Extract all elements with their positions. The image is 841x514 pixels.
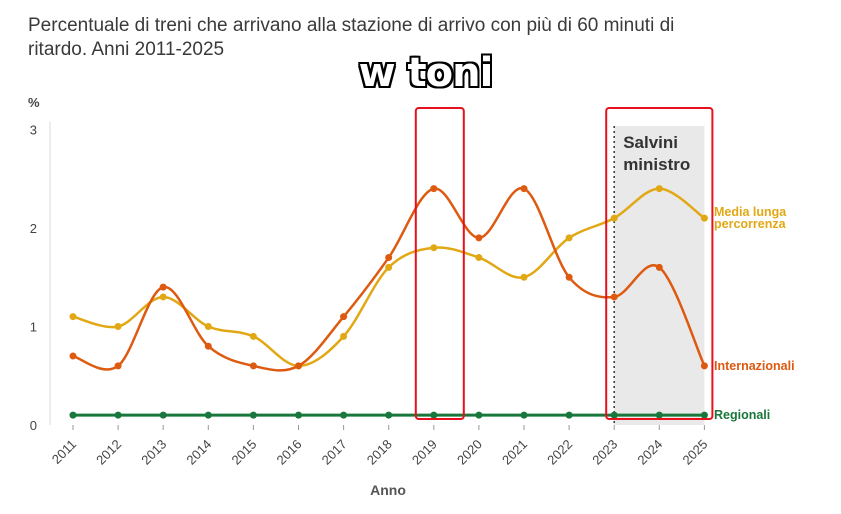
x-axis-title: Anno bbox=[370, 482, 406, 498]
data-point-regionali bbox=[520, 411, 528, 419]
x-tick-label: 2011 bbox=[49, 437, 79, 467]
highlight-box-2019 bbox=[414, 107, 465, 420]
x-tick-label: 2023 bbox=[589, 437, 620, 468]
meme-caption: w toni bbox=[358, 50, 494, 96]
series-label-regionali: Regionali bbox=[714, 408, 770, 422]
x-tick-label: 2021 bbox=[499, 437, 530, 468]
series-line-internazionali bbox=[72, 187, 706, 372]
data-point-regionali bbox=[565, 411, 573, 419]
data-point-media-lunga-percorrenza bbox=[114, 323, 122, 330]
x-tick-label: 2014 bbox=[183, 437, 214, 468]
data-point-internazionali bbox=[700, 362, 708, 370]
data-point-internazionali bbox=[340, 313, 348, 321]
x-tick-label: 2018 bbox=[364, 437, 395, 468]
data-point-regionali bbox=[700, 411, 708, 419]
data-point-media-lunga-percorrenza bbox=[204, 323, 212, 330]
shaded-period-label: Salvini bbox=[623, 133, 678, 152]
chart-title: Percentuale di treni che arrivano alla s… bbox=[28, 14, 808, 62]
data-point-media-lunga-percorrenza bbox=[700, 214, 708, 222]
data-point-internazionali bbox=[610, 293, 618, 301]
data-point-internazionali bbox=[249, 362, 257, 370]
x-tick-label: 2017 bbox=[319, 437, 350, 468]
data-point-regionali bbox=[114, 411, 122, 419]
y-tick-label: 3 bbox=[30, 123, 37, 138]
chart-title-line-1: Percentuale di treni che arrivano alla s… bbox=[28, 15, 675, 36]
data-point-media-lunga-percorrenza bbox=[520, 273, 528, 281]
data-point-internazionali bbox=[159, 283, 167, 291]
data-point-regionali bbox=[204, 411, 212, 419]
data-point-internazionali bbox=[520, 185, 528, 193]
data-point-media-lunga-percorrenza bbox=[69, 313, 77, 321]
data-point-regionali bbox=[610, 411, 618, 419]
data-point-internazionali bbox=[385, 254, 393, 262]
x-tick-label: 2024 bbox=[634, 437, 665, 468]
data-point-media-lunga-percorrenza bbox=[340, 332, 348, 340]
data-point-media-lunga-percorrenza bbox=[565, 234, 573, 242]
data-point-regionali bbox=[430, 411, 438, 419]
data-point-regionali bbox=[295, 411, 302, 419]
data-point-regionali bbox=[385, 411, 393, 419]
y-axis-unit: % bbox=[28, 95, 40, 110]
data-point-internazionali bbox=[204, 342, 212, 350]
data-point-media-lunga-percorrenza bbox=[655, 185, 663, 193]
x-tick-label: 2020 bbox=[454, 437, 485, 468]
x-tick-label: 2015 bbox=[228, 437, 259, 468]
data-point-internazionali bbox=[430, 185, 438, 193]
series-label-media-lunga-percorrenza: percorrenza bbox=[714, 217, 787, 231]
x-tick-label: 2025 bbox=[679, 437, 710, 468]
y-tick-label: 2 bbox=[30, 221, 37, 236]
data-point-internazionali bbox=[69, 352, 77, 360]
series-label-internazionali: Internazionali bbox=[714, 359, 795, 373]
data-point-regionali bbox=[655, 411, 663, 419]
data-point-media-lunga-percorrenza bbox=[385, 263, 393, 271]
shaded-period bbox=[614, 126, 705, 425]
data-point-regionali bbox=[159, 411, 167, 419]
shaded-period-label: ministro bbox=[623, 155, 690, 174]
x-tick-label: 2012 bbox=[93, 437, 124, 468]
x-tick-label: 2022 bbox=[544, 437, 575, 468]
x-tick-label: 2019 bbox=[409, 437, 440, 468]
chart-title-line-2: ritardo. Anni 2011-2025 bbox=[28, 39, 225, 60]
y-tick-label: 0 bbox=[30, 418, 37, 433]
series-label-media-lunga-percorrenza: Media lunga bbox=[714, 205, 787, 219]
highlight-box-2023-2025 bbox=[605, 107, 714, 420]
data-point-media-lunga-percorrenza bbox=[430, 244, 438, 252]
y-tick-label: 1 bbox=[30, 320, 37, 335]
data-point-media-lunga-percorrenza bbox=[610, 214, 618, 222]
data-point-regionali bbox=[475, 411, 483, 419]
series-line-media-lunga-percorrenza bbox=[72, 187, 706, 368]
data-point-regionali bbox=[340, 411, 348, 419]
data-point-internazionali bbox=[565, 273, 573, 281]
data-point-regionali bbox=[249, 411, 257, 419]
data-point-internazionali bbox=[655, 263, 663, 271]
x-tick-label: 2016 bbox=[274, 437, 305, 468]
data-point-internazionali bbox=[295, 362, 302, 370]
data-point-media-lunga-percorrenza bbox=[475, 254, 483, 262]
data-point-media-lunga-percorrenza bbox=[249, 332, 257, 340]
data-point-media-lunga-percorrenza bbox=[159, 293, 167, 301]
x-tick-label: 2013 bbox=[138, 437, 169, 468]
data-point-internazionali bbox=[475, 234, 483, 242]
data-point-regionali bbox=[69, 411, 77, 419]
data-point-internazionali bbox=[114, 362, 122, 370]
